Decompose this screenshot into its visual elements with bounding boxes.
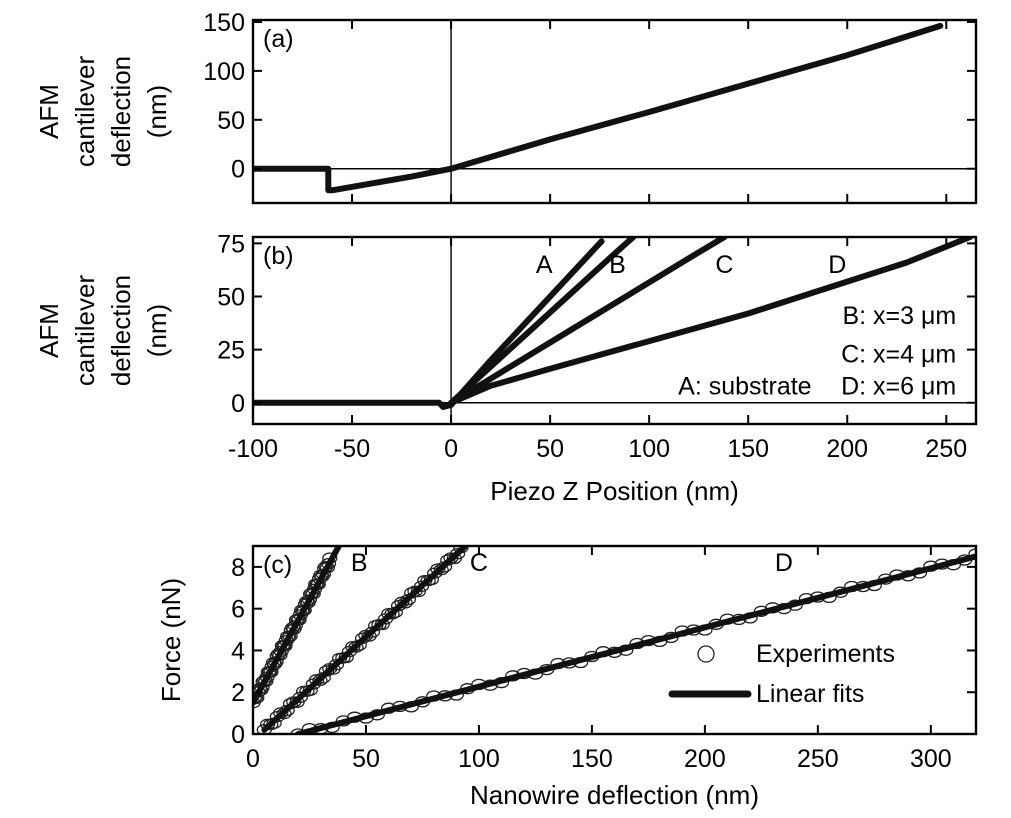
y-axis-label: deflection [106, 56, 136, 167]
y-tick-label: 150 [203, 9, 245, 37]
x-tick-label: 300 [910, 745, 952, 773]
x-axis-label: Nanowire deflection (nm) [470, 780, 759, 810]
y-tick-label: 2 [231, 679, 245, 707]
y-tick-label: 0 [231, 156, 245, 184]
x-tick-label: 150 [571, 745, 613, 773]
panel-label: (c) [263, 551, 292, 579]
linear-fit-d [295, 553, 976, 734]
y-axis-label: AFM [34, 84, 64, 139]
y-tick-label: 8 [231, 554, 245, 582]
y-axis-label: Force (nN) [156, 578, 186, 702]
curve-label-b: B [351, 549, 368, 577]
experiment-point-d [968, 548, 976, 560]
curve-label-d: D [775, 549, 793, 577]
curve-label-c: C [470, 549, 488, 577]
y-axis-label: AFM [34, 303, 64, 358]
x-tick-label: 0 [246, 745, 260, 773]
plot-frame [251, 544, 978, 736]
curve-label-b: B [609, 251, 626, 279]
y-tick-label: 50 [217, 284, 245, 312]
legend-text: C: x=4 μm [841, 340, 956, 368]
legend-text: B: x=3 μm [842, 302, 956, 330]
y-axis-label: (nm) [142, 304, 172, 357]
x-tick-label: 100 [628, 435, 670, 463]
y-tick-label: 4 [231, 637, 245, 665]
x-tick-label: 200 [826, 435, 868, 463]
y-tick-label: 100 [203, 58, 245, 86]
x-axis-label: Piezo Z Position (nm) [490, 476, 739, 506]
panel-label: (b) [263, 242, 294, 270]
x-tick-label: 50 [352, 745, 380, 773]
data-layer [253, 22, 944, 194]
series-line-0 [253, 22, 944, 194]
x-tick-label: -50 [334, 435, 370, 463]
y-tick-label: 50 [217, 107, 245, 135]
panel-c-chart: 0 50 100 150 200 250 300 0 2 4 6 8 (c) Force (nN) Nano… [156, 544, 978, 810]
curve-label-c: C [715, 251, 733, 279]
x-tick-label: 50 [536, 435, 564, 463]
x-tick-label: 150 [727, 435, 769, 463]
x-tick-label: -100 [228, 435, 278, 463]
experiment-point-c [263, 718, 279, 731]
panel-label: (a) [263, 25, 294, 53]
data-layer [253, 237, 974, 410]
y-axis-label: cantilever [70, 275, 100, 387]
series-line-d [448, 237, 974, 406]
x-tick-label: 250 [925, 435, 967, 463]
panel-b-chart: -100 -50 0 50 100 150 200 250 0 25 50 75 (b) AFM canti… [34, 230, 978, 506]
series-line-c [448, 237, 728, 406]
plot-frame [251, 235, 978, 426]
y-axis-label: (nm) [142, 85, 172, 138]
y-tick-label: 0 [231, 390, 245, 418]
experiment-point-c [449, 548, 466, 560]
y-axis-label: deflection [106, 275, 136, 386]
experiment-point-d [290, 728, 306, 734]
x-tick-label: 250 [797, 745, 839, 773]
curve-label-d: D [828, 251, 846, 279]
y-tick-label: 0 [231, 721, 245, 749]
x-tick-label: 100 [458, 745, 500, 773]
x-tick-label: 200 [684, 745, 726, 773]
data-layer [253, 546, 976, 734]
y-tick-label: 6 [231, 596, 245, 624]
legend-text: D: x=6 μm [841, 372, 956, 400]
series-line-b [448, 237, 637, 406]
panel-a-chart: 0 50 100 150 (a) AFM cantilever deflection (nm) [34, 9, 978, 205]
y-tick-label: 25 [217, 337, 245, 365]
y-tick-label: 75 [217, 230, 245, 258]
legend-marker-experiments [697, 645, 715, 663]
linear-fit-b [253, 546, 342, 706]
legend-text: A: substrate [678, 372, 811, 400]
plot-frame [251, 18, 978, 205]
legend-label-linear-fits: Linear fits [756, 680, 864, 708]
legend-label-experiments: Experiments [756, 640, 895, 668]
linear-fit-c [261, 546, 469, 733]
x-tick-label: 0 [444, 435, 458, 463]
y-axis-label: cantilever [70, 56, 100, 168]
experiment-point-c [384, 608, 400, 620]
curve-label-a: A [536, 251, 553, 279]
